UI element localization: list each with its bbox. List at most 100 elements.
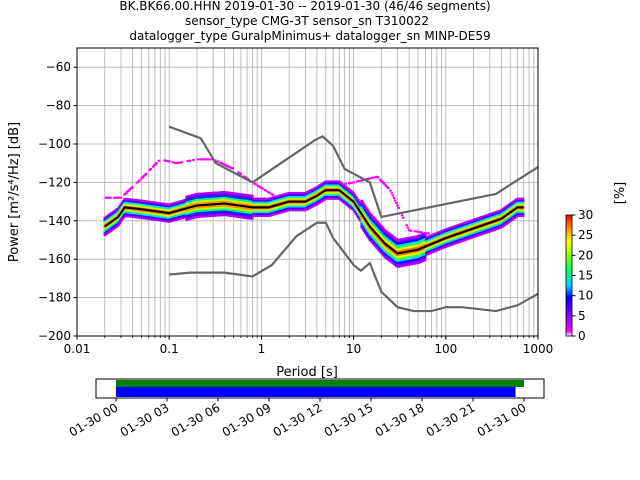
colorbar [566, 215, 572, 336]
histogram-cell [424, 257, 427, 259]
histogram-cell-outlier [415, 230, 418, 232]
histogram-cell-outlier [145, 173, 148, 175]
histogram-cell-outlier [405, 224, 408, 226]
timeline-tick-label: 01-30 21 [424, 400, 478, 439]
histogram-cell-outlier [261, 188, 264, 190]
histogram-cell [365, 207, 368, 209]
histogram-cell [424, 234, 427, 236]
histogram-cell-outlier [394, 200, 397, 202]
title-line-2: sensor_type CMG-3T sensor_sn T310022 [185, 14, 429, 28]
histogram-cell [522, 203, 525, 205]
ppsd-chart: BK.BK66.00.HHN 2019-01-30 -- 2019-01-30 … [0, 0, 640, 480]
histogram-cell-outlier [401, 214, 404, 216]
histogram-cell [356, 197, 359, 199]
histogram-cell-outlier [109, 197, 112, 199]
histogram-cell-outlier [344, 183, 347, 185]
colorbar-tick-label: 30 [578, 208, 593, 222]
timeline-tick-label: 01-30 12 [271, 400, 325, 439]
histogram-cell [424, 232, 427, 234]
histogram-cell-outlier [389, 190, 392, 192]
histogram-cell [522, 209, 525, 211]
colorbar-tick-label: 25 [578, 228, 593, 242]
histogram-cell-outlier [396, 205, 399, 207]
histogram-cell-outlier [192, 159, 195, 161]
x-tick-label: 1 [258, 342, 266, 356]
histogram-cell-outlier [373, 176, 376, 178]
histogram-cell-outlier [150, 168, 153, 170]
histogram-cell-outlier [395, 202, 398, 204]
y-tick-label: −100 [38, 137, 71, 151]
histogram-cell-outlier [158, 160, 161, 162]
colorbar-tick-label: 15 [578, 269, 593, 283]
y-tick-label: −60 [46, 60, 71, 74]
histogram-cell-outlier [268, 192, 271, 194]
coverage-bar-green [116, 380, 524, 387]
histogram-cell [424, 259, 427, 261]
y-tick-label: −140 [38, 214, 71, 228]
histogram-cell [355, 196, 358, 198]
histogram-cell [362, 201, 365, 203]
histogram-cell-outlier [427, 232, 430, 234]
colorbar-tick-label: 5 [578, 309, 586, 323]
histogram-cell [354, 194, 357, 196]
title-line-1: BK.BK66.00.HHN 2019-01-30 -- 2019-01-30 … [119, 0, 490, 13]
histogram-cell [522, 200, 525, 202]
histogram-cell [522, 215, 525, 217]
y-tick-label: −160 [38, 252, 71, 266]
histogram-cell-outlier [208, 158, 211, 160]
histogram-cell-outlier [393, 197, 396, 199]
x-tick-label: 0.1 [160, 342, 179, 356]
histogram-cell-outlier [171, 161, 174, 163]
histogram-cell [357, 199, 360, 201]
ppsd-figure: BK.BK66.00.HHN 2019-01-30 -- 2019-01-30 … [0, 0, 640, 480]
y-tick-label: −180 [38, 291, 71, 305]
timeline-tick-label: 01-30 06 [169, 400, 223, 439]
timeline-tick-label: 01-30 18 [373, 400, 427, 439]
histogram-cell-outlier [189, 160, 192, 162]
x-tick-label: 10 [346, 342, 361, 356]
histogram-cell-outlier [216, 160, 219, 162]
y-tick-label: −120 [38, 175, 71, 189]
y-axis-label: Power [m²/s⁴/Hz] [dB] [7, 122, 22, 262]
histogram-cell [364, 205, 367, 207]
timeline-tick-label: 01-30 00 [67, 400, 121, 439]
histogram-cell [360, 200, 363, 202]
histogram-cell-outlier [168, 160, 171, 162]
histogram-cell-outlier [204, 158, 207, 160]
timeline-tick-label: 01-30 03 [118, 400, 172, 439]
histogram-cell-outlier [120, 197, 123, 199]
x-tick-label: 100 [434, 342, 457, 356]
colorbar-label: [%] [613, 182, 628, 205]
histogram-cell-outlier [410, 230, 413, 232]
histogram-cell-outlier [350, 182, 353, 184]
histogram-cell-outlier [402, 217, 405, 219]
histogram-cell-outlier [155, 162, 158, 164]
x-axis-label: Period [s] [276, 365, 338, 380]
histogram-cell [358, 201, 361, 203]
histogram-cell-outlier [352, 181, 355, 183]
histogram-cell-outlier [113, 197, 116, 199]
y-tick-label: −200 [38, 329, 71, 343]
histogram-cell [522, 202, 525, 204]
histogram-cell-outlier [417, 231, 420, 233]
histogram-cell-outlier [397, 207, 400, 209]
coverage-bar-blue [116, 387, 516, 397]
colorbar-tick-label: 0 [578, 329, 586, 343]
histogram-cell-outlier [254, 183, 257, 185]
colorbar-tick-label: 10 [578, 289, 593, 303]
y-tick-label: −80 [46, 99, 71, 113]
histogram-cell [251, 218, 254, 220]
histogram-cell-outlier [407, 227, 410, 229]
histogram-cell-outlier [387, 187, 390, 189]
x-tick-label: 1000 [523, 342, 554, 356]
histogram-cell-outlier [408, 229, 411, 231]
colorbar-ticks: 0 5 10 15 20 25 30 [572, 208, 593, 343]
histogram-cell-outlier [390, 192, 393, 194]
timeline-tick-label: 01-30 15 [322, 400, 376, 439]
histogram-cell-outlier [377, 176, 380, 178]
histogram-cell [366, 209, 369, 211]
histogram-cell-outlier [197, 158, 200, 160]
colorbar-tick-label: 20 [578, 248, 593, 262]
histogram-cell [367, 210, 370, 212]
histogram-cell-outlier [181, 161, 184, 163]
